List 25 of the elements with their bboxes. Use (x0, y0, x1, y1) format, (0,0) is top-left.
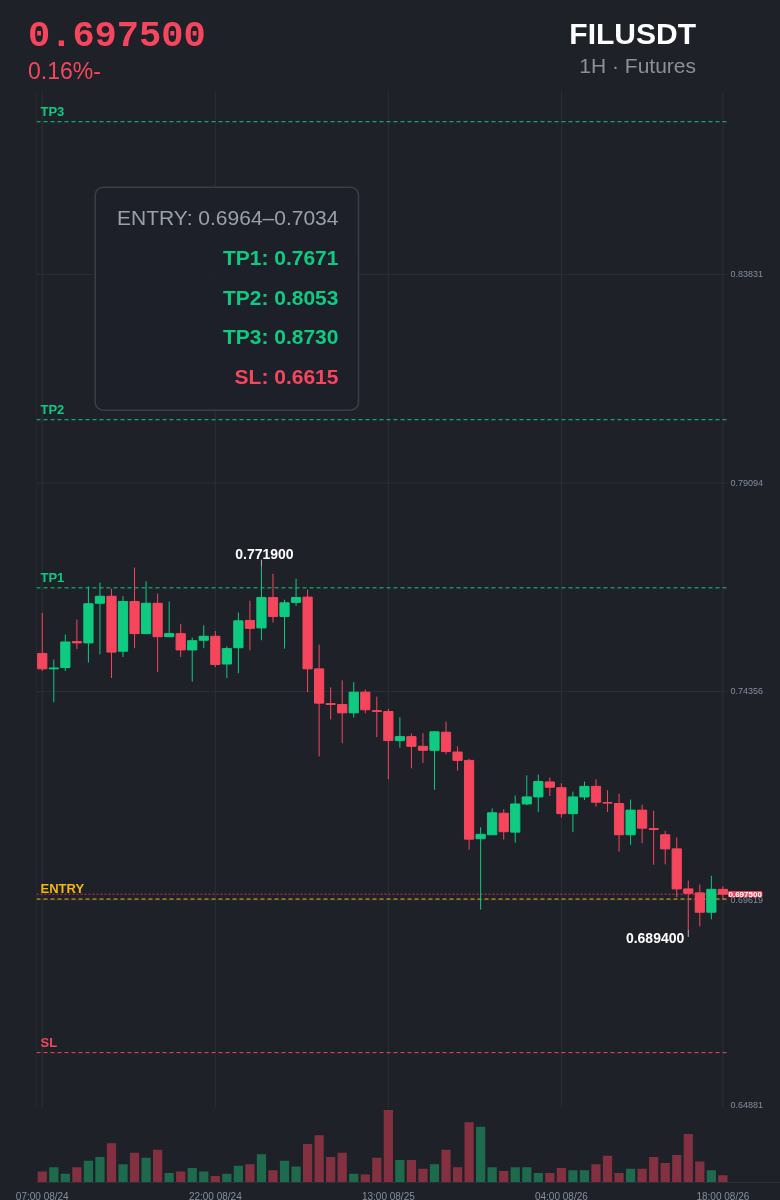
annotation: 0.771900 (235, 545, 294, 562)
x-tick-label: 04:00 08/26 (534, 1190, 589, 1200)
y-tick-label: 0.83831 (730, 269, 764, 280)
text: 0.697500 (28, 15, 206, 57)
annotation: SL: 0.6615 (234, 365, 339, 389)
ref-line-label: TP1 (40, 569, 65, 585)
chart-title: FILUSDT (569, 16, 696, 52)
x-tick-label: 13:00 08/25 (361, 1190, 416, 1200)
chart-subtitle: 1H · Futures (578, 53, 696, 79)
ref-line-label: ENTRY (40, 881, 85, 897)
annotation: TP1: 0.7671 (222, 245, 339, 269)
y-tick-label: 0.74356 (730, 686, 764, 697)
ref-line-label: TP3 (40, 103, 65, 119)
annotation: TP3: 0.8730 (222, 325, 339, 349)
ref-line-label: SL (40, 1034, 58, 1050)
annotation: TP2: 0.8053 (222, 285, 339, 309)
annotation: ENTRY: 0.6964–0.7034 (117, 206, 339, 230)
x-tick-label: 18:00 08/26 (696, 1190, 750, 1200)
y-tick-label: 0.64881 (730, 1099, 764, 1110)
y-tick-label: 0.79094 (730, 477, 764, 488)
annotation: 0.689400 (625, 929, 685, 946)
ref-line-label: TP2 (40, 401, 65, 417)
x-tick-label: 22:00 08/24 (188, 1190, 243, 1200)
text: 0.16%- (28, 57, 102, 86)
x-tick-label: 07:00 08/24 (15, 1190, 70, 1200)
